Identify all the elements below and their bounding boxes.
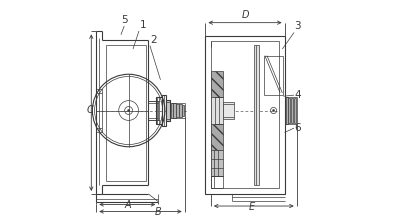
Bar: [162, 95, 166, 126]
Bar: [156, 97, 162, 124]
Text: D: D: [241, 10, 249, 20]
Text: 1: 1: [140, 20, 146, 30]
Bar: [206, 36, 284, 194]
Bar: [254, 45, 259, 185]
Bar: [211, 150, 223, 176]
Bar: [96, 89, 102, 132]
Text: B: B: [155, 207, 162, 217]
Bar: [211, 124, 223, 150]
Text: 2: 2: [150, 35, 157, 45]
Text: 6: 6: [294, 123, 301, 133]
Bar: [182, 105, 184, 116]
Bar: [211, 71, 223, 97]
Bar: [211, 41, 279, 189]
Bar: [174, 103, 176, 118]
Bar: [264, 56, 284, 95]
Text: E: E: [248, 202, 255, 212]
Bar: [166, 99, 170, 122]
Bar: [179, 104, 182, 117]
Text: 5: 5: [121, 15, 128, 25]
Bar: [291, 98, 293, 123]
Bar: [170, 103, 173, 118]
Bar: [288, 98, 290, 123]
Circle shape: [128, 109, 130, 112]
Circle shape: [272, 109, 275, 112]
Bar: [286, 97, 288, 124]
Text: 3: 3: [294, 21, 301, 31]
Text: C: C: [86, 105, 93, 116]
Bar: [211, 176, 223, 189]
Bar: [211, 97, 223, 124]
Bar: [176, 104, 179, 117]
Text: 4: 4: [294, 90, 301, 100]
Bar: [294, 98, 296, 123]
Text: A: A: [124, 200, 131, 210]
Bar: [223, 102, 234, 119]
